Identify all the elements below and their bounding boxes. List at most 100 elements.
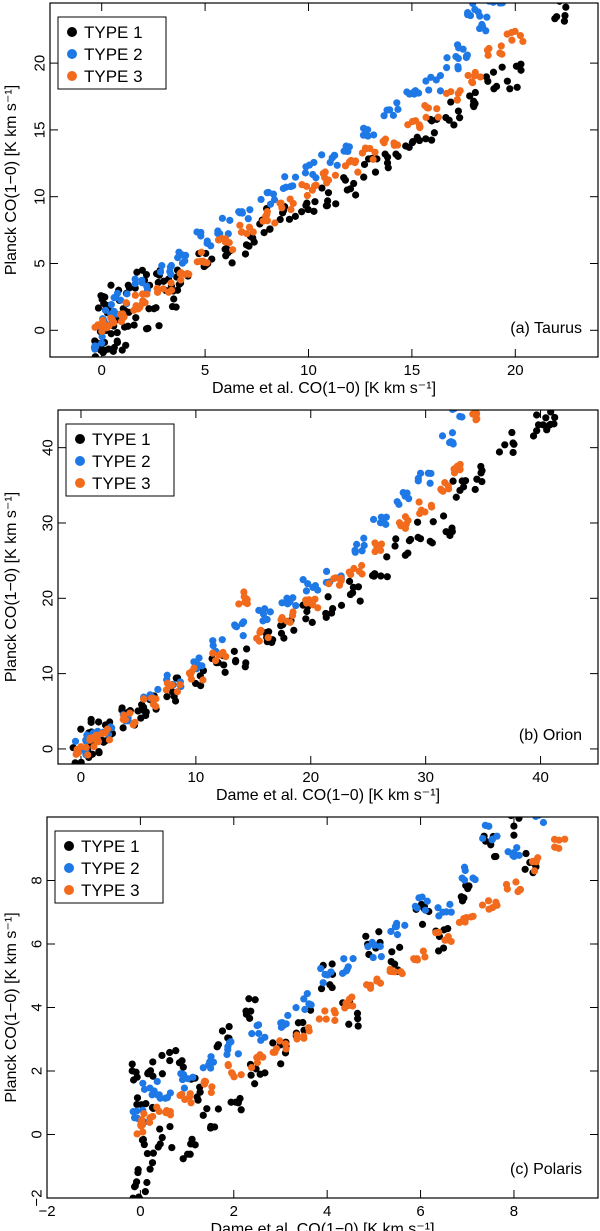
data-point [156,268,165,276]
y-tick-label: 8 [29,876,46,884]
data-point [492,82,501,90]
data-point [291,173,300,181]
data-point [473,475,481,483]
data-point [353,1009,362,1017]
data-point [215,651,223,659]
scatter-panel-3: −2 0 2 4 6 8 −2 0 2 4 6 8 Dame et al. CO(1−0) [K km … [3,816,599,1231]
data-point [471,410,479,418]
data-point [484,77,492,85]
data-point [122,299,130,307]
data-point [92,731,100,739]
data-point [214,229,222,238]
y-axis-title: Planck CO(1−0) [K km s⁻¹] [3,912,20,1102]
data-point [350,564,358,573]
data-point [306,1006,315,1014]
data-point [515,817,523,822]
data-point [460,894,468,902]
data-point [426,479,434,487]
data-point [98,333,106,341]
data-point [422,113,430,121]
data-point [229,246,237,254]
data-point [323,179,331,187]
data-point [139,297,147,305]
data-point [371,148,379,156]
data-point [143,1149,152,1158]
data-point [387,927,395,936]
data-point [508,36,516,44]
legend-label: TYPE 2 [81,859,140,878]
data-point [511,27,519,35]
data-point [409,88,417,97]
data-point [377,953,385,961]
data-point [149,1058,157,1066]
x-tick-label: 30 [417,769,434,786]
data-point [261,1069,269,1077]
data-point [149,1072,157,1080]
data-point [509,448,517,457]
data-point [382,513,390,521]
data-point [299,576,307,584]
data-point [419,947,427,955]
data-point [208,1083,216,1091]
data-point [94,718,103,726]
data-points [128,817,569,1198]
data-point [261,605,269,613]
data-point [90,742,98,751]
data-point [225,1022,233,1031]
series-type-1 [69,410,559,764]
data-point [159,285,167,293]
legend-marker [67,27,77,37]
data-point [265,628,273,636]
data-point [530,867,539,875]
data-point [303,599,311,607]
data-point [456,87,464,95]
data-point [479,834,487,843]
data-point [94,304,103,312]
data-point [510,831,518,839]
data-point [132,1068,140,1076]
data-point [248,1030,256,1038]
data-point [158,1070,166,1078]
data-point [218,636,226,644]
data-point [547,410,555,416]
data-point [138,1115,146,1124]
data-point [469,874,477,882]
data-point [489,68,498,76]
data-point [143,1178,151,1187]
data-point [463,399,470,406]
data-point [413,518,422,526]
data-point [519,37,527,46]
data-point [449,410,457,414]
data-point [147,694,156,702]
data-point [512,62,521,70]
data-point [354,1022,362,1030]
data-point [550,835,559,843]
data-point [197,248,205,256]
legend-label: TYPE 3 [84,67,143,86]
data-point [142,271,151,279]
data-point [228,259,236,267]
data-point [471,88,479,97]
data-point [490,853,499,861]
data-point [341,176,350,184]
data-point [277,629,286,637]
data-point [300,995,308,1003]
legend-label: TYPE 3 [81,881,140,900]
data-point [156,1140,164,1148]
data-point [134,1166,142,1174]
data-point [443,54,451,62]
data-point [381,150,389,158]
data-point [443,63,451,72]
data-point [180,1084,189,1092]
data-point [373,542,381,551]
data-point [300,1032,308,1040]
data-point [280,1021,288,1029]
scatter-panel-1: 0 5 10 15 20 0 5 10 15 20 Dame et al. CO(1−0) [K k… [3,2,599,397]
data-point [264,188,273,197]
data-point [333,161,341,169]
data-point [470,102,478,111]
data-point [498,63,506,71]
data-point [277,1060,285,1068]
data-point [456,114,464,122]
data-point [454,107,463,115]
